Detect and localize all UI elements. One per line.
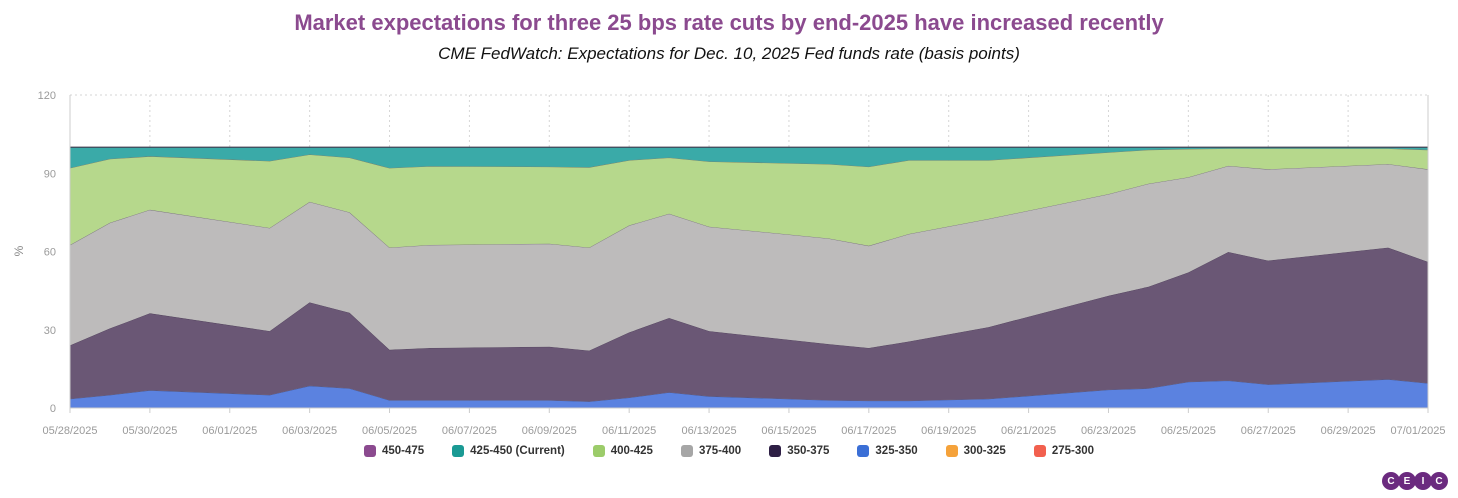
legend-label: 425-450 (Current) bbox=[470, 445, 565, 457]
y-tick-label: 60 bbox=[44, 247, 56, 259]
x-tick-label: 06/17/2025 bbox=[841, 425, 896, 437]
x-tick-label: 06/09/2025 bbox=[522, 425, 577, 437]
legend-item[interactable]: 300-325 bbox=[945, 445, 1006, 457]
legend-label: 325-350 bbox=[875, 445, 918, 457]
area-series-425-450-current- bbox=[70, 147, 1428, 168]
legend-swatch bbox=[945, 445, 958, 457]
x-tick-label: 06/03/2025 bbox=[282, 425, 337, 437]
logo-letter: I bbox=[1414, 472, 1432, 490]
x-tick-label: 06/05/2025 bbox=[362, 425, 417, 437]
legend-label: 275-300 bbox=[1051, 445, 1095, 457]
area-series-375-400 bbox=[70, 164, 1428, 351]
x-tick-label: 06/15/2025 bbox=[761, 425, 816, 437]
x-tick-label: 06/11/2025 bbox=[602, 425, 656, 437]
x-tick-label: 06/13/2025 bbox=[682, 425, 737, 437]
legend-label: 375-400 bbox=[698, 445, 742, 457]
chart-subtitle: CME FedWatch: Expectations for Dec. 10, … bbox=[438, 44, 1020, 63]
x-tick-label: 06/19/2025 bbox=[921, 425, 976, 437]
y-tick-label: 120 bbox=[38, 90, 56, 102]
legend-swatch bbox=[363, 445, 376, 457]
legend-swatch bbox=[857, 445, 870, 457]
legend-swatch bbox=[592, 445, 605, 457]
legend-label: 450-475 bbox=[381, 445, 425, 457]
x-tick-label: 06/23/2025 bbox=[1081, 425, 1136, 437]
y-tick-label: 30 bbox=[44, 325, 56, 337]
logo-letter: E bbox=[1398, 472, 1416, 490]
x-tick-label: 06/01/2025 bbox=[202, 425, 257, 437]
legend-swatch bbox=[680, 445, 693, 457]
x-tick-label: 06/21/2025 bbox=[1001, 425, 1056, 437]
y-tick-label: 90 bbox=[44, 168, 56, 180]
legend-item[interactable]: 275-300 bbox=[1033, 445, 1095, 457]
x-tick-label: 06/25/2025 bbox=[1161, 425, 1216, 437]
legend-item[interactable]: 350-375 bbox=[769, 445, 829, 457]
logo-letter: C bbox=[1382, 472, 1400, 490]
x-tick-label: 05/28/2025 bbox=[42, 425, 97, 437]
logo-letter: C bbox=[1430, 472, 1448, 490]
area-series-400-425 bbox=[70, 148, 1428, 248]
legend-label: 300-325 bbox=[963, 445, 1006, 457]
x-tick-label: 06/27/2025 bbox=[1241, 425, 1296, 437]
x-tick-label: 06/07/2025 bbox=[442, 425, 497, 437]
legend-item[interactable]: 450-475 bbox=[363, 445, 425, 457]
chart-legend: 450-475 425-450 (Current) 400-425 375-400 35… bbox=[0, 445, 1458, 457]
legend-item[interactable]: 325-350 bbox=[857, 445, 918, 457]
stacked-area-chart: 0 30 60 90 120% 05/28/2025 05/30/2025 06/01/202… bbox=[12, 90, 1446, 437]
legend-label: 350-375 bbox=[787, 445, 830, 457]
legend-label: 400-425 bbox=[610, 445, 653, 457]
legend-swatch bbox=[452, 445, 465, 457]
chart-title: Market expectations for three 25 bps rat… bbox=[294, 10, 1164, 35]
legend-item[interactable]: 375-400 bbox=[680, 445, 742, 457]
legend-item[interactable]: 425-450 (Current) bbox=[452, 445, 565, 457]
y-tick-label: 0 bbox=[50, 403, 56, 415]
legend-swatch bbox=[1033, 445, 1046, 457]
x-tick-label: 05/30/2025 bbox=[122, 425, 177, 437]
legend-swatch bbox=[769, 445, 782, 457]
legend-item[interactable]: 400-425 bbox=[592, 445, 653, 457]
x-tick-label: 07/01/2025 bbox=[1390, 425, 1445, 437]
x-tick-label: 06/29/2025 bbox=[1321, 425, 1376, 437]
area-series-350-375 bbox=[70, 247, 1428, 402]
y-axis-label: % bbox=[12, 245, 26, 256]
area-series-325-350 bbox=[70, 379, 1428, 408]
